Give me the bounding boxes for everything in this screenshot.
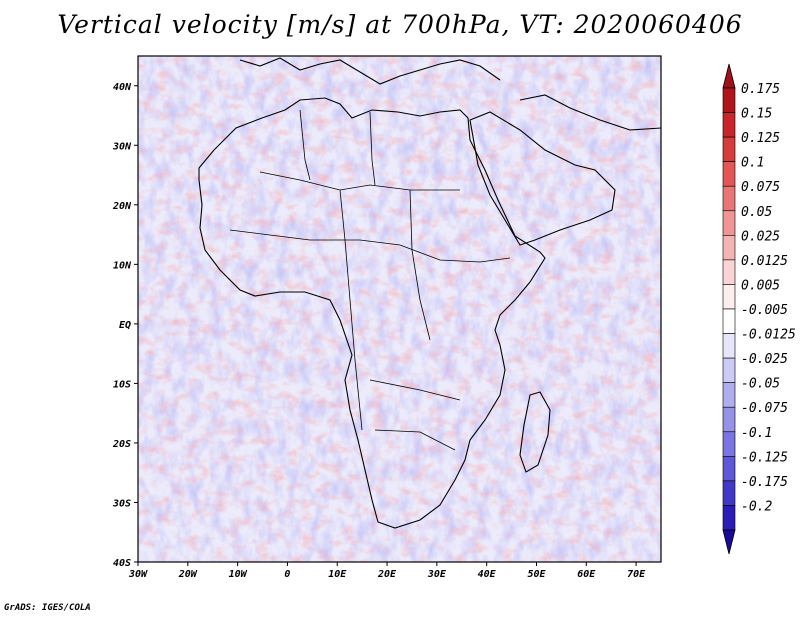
colorbar-swatch xyxy=(722,185,736,212)
border-line xyxy=(299,109,311,181)
colorbar-label: -0.005 xyxy=(741,303,788,318)
europe-coastline xyxy=(239,57,501,85)
colorbar-swatch xyxy=(722,161,736,187)
lat-tick-label: 20N xyxy=(112,201,132,212)
colorbar-label: -0.075 xyxy=(741,401,788,416)
lon-tick-label: 30E xyxy=(427,569,447,580)
colorbar-swatch xyxy=(722,210,736,236)
map-frame xyxy=(137,55,662,563)
colorbar-label: -0.2 xyxy=(741,499,772,514)
map-panel xyxy=(138,56,661,562)
colorbar-swatch xyxy=(722,505,736,531)
border-line xyxy=(259,171,460,191)
colorbar-swatch xyxy=(722,136,736,162)
border-line xyxy=(374,429,456,451)
colorbar-swatch xyxy=(722,259,736,285)
lat-tick-label: 40S xyxy=(113,558,131,569)
velocity-field xyxy=(138,56,661,562)
grads-credit: GrADS: IGES/COLA xyxy=(4,603,91,613)
axis-ticks: 30W 20W 10W 0 10E 20E 30E 40E 50E 60E 70E 40N 30N 20N… xyxy=(112,82,646,580)
lat-tick-label: 20S xyxy=(112,439,131,450)
colorbar-swatch xyxy=(722,87,736,113)
lon-tick-label: 30W xyxy=(128,569,148,580)
border-line xyxy=(369,379,461,401)
colorbar-label: 0.15 xyxy=(741,107,772,122)
coastlines xyxy=(198,57,661,529)
iran-coastline xyxy=(519,94,661,131)
lon-tick-label: 60E xyxy=(577,569,596,580)
border-line xyxy=(409,189,431,341)
lon-tick-label: 10W xyxy=(229,569,248,580)
colorbar-label: -0.05 xyxy=(741,377,780,392)
colorbar: 0.175 0.15 0.125 0.1 0.075 0.05 0.025 0.0125 0.0… xyxy=(722,63,796,555)
border-line xyxy=(339,189,363,431)
colorbar-swatch xyxy=(722,456,736,482)
colorbar-label: 0.0125 xyxy=(741,254,788,269)
madagascar-coastline xyxy=(519,391,551,473)
colorbar-swatch xyxy=(722,333,736,359)
colorbar-label: 0.005 xyxy=(741,278,780,293)
colorbar-swatch xyxy=(722,357,736,383)
lon-tick-label: 40E xyxy=(478,569,497,580)
colorbar-min-arrow xyxy=(722,529,736,555)
colorbar-label: 0.025 xyxy=(741,229,780,244)
arabia-coastline xyxy=(469,111,616,246)
colorbar-label: -0.025 xyxy=(741,352,788,367)
lon-tick-label: 50E xyxy=(527,569,546,580)
lat-tick-label: 40N xyxy=(113,82,132,93)
lon-tick-label: 10E xyxy=(328,569,347,580)
border-line xyxy=(369,111,376,186)
colorbar-label: 0.1 xyxy=(741,156,764,171)
colorbar-label: -0.0125 xyxy=(741,328,796,343)
colorbar-label: -0.125 xyxy=(741,450,788,465)
colorbar-label: 0.075 xyxy=(741,180,780,195)
lat-tick-label: 10N xyxy=(113,260,132,271)
lon-tick-label: 70E xyxy=(627,569,646,580)
colorbar-label: 0.05 xyxy=(741,205,772,220)
border-line xyxy=(229,229,511,263)
colorbar-swatch xyxy=(722,284,736,310)
lon-tick-label: 20E xyxy=(377,569,397,580)
lat-tick-label: 30N xyxy=(112,141,132,152)
lat-tick-label: EQ xyxy=(119,320,131,331)
chart-title: Vertical velocity [m/s] at 700hPa, VT: 2… xyxy=(57,10,743,39)
colorbar-max-arrow xyxy=(722,63,736,89)
colorbar-swatch xyxy=(722,431,736,457)
colorbar-swatch xyxy=(722,406,736,433)
lat-tick-label: 30S xyxy=(112,498,131,509)
lon-tick-label: 0 xyxy=(284,569,290,580)
country-borders xyxy=(229,109,511,451)
africa-coastline xyxy=(198,97,546,529)
colorbar-label: 0.175 xyxy=(741,82,780,97)
colorbar-swatch xyxy=(722,112,736,138)
colorbar-label: -0.175 xyxy=(741,475,788,490)
lat-tick-label: 10S xyxy=(113,379,131,390)
colorbar-swatch xyxy=(722,235,736,261)
lon-tick-label: 20W xyxy=(178,569,198,580)
colorbar-swatch xyxy=(722,480,736,506)
colorbar-swatch xyxy=(722,382,736,408)
colorbar-label: -0.1 xyxy=(741,426,772,441)
colorbar-swatch xyxy=(722,308,736,334)
colorbar-label: 0.125 xyxy=(741,131,780,146)
